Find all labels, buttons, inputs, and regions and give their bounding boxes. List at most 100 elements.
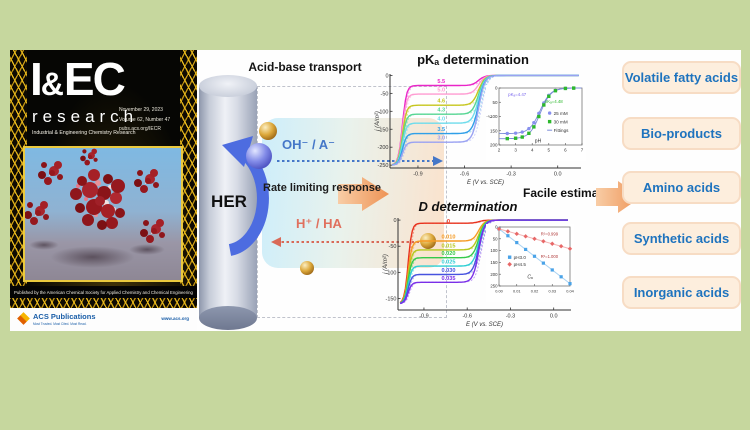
svg-text:Cₐ: Cₐ (527, 274, 533, 280)
journal-name: Industrial & Engineering Chemistry Resea… (32, 130, 136, 136)
svg-text:pKₐ=4.47: pKₐ=4.47 (508, 92, 527, 97)
molecule-cluster (35, 210, 41, 216)
molecule-cluster (145, 178, 151, 184)
svg-text:2: 2 (498, 148, 501, 153)
svg-text:4: 4 (531, 148, 534, 153)
gold-mesh-left (10, 50, 27, 308)
svg-text:R²=0.999: R²=0.999 (541, 231, 559, 236)
molecule-cluster (49, 170, 55, 176)
svg-text:0.010: 0.010 (441, 235, 455, 241)
electrode-cylinder-top (199, 75, 257, 97)
acid-box-label: Synthetic acids (633, 231, 730, 246)
svg-text:0.02: 0.02 (531, 289, 539, 294)
her-cycle-arrowhead (222, 136, 253, 167)
issue-url: pubs.acs.org/IECR (119, 126, 161, 132)
svg-text:0: 0 (385, 73, 388, 79)
acid-box-synthetic: Synthetic acids (622, 222, 741, 255)
svg-text:5.5: 5.5 (437, 79, 445, 85)
molecule-cluster (87, 154, 93, 160)
svg-text:pH: pH (535, 139, 542, 145)
svg-text:0.015: 0.015 (441, 243, 455, 249)
svg-text:3.0: 3.0 (437, 136, 445, 142)
acid-molecule-sphere (300, 261, 314, 275)
svg-text:j (A/m²): j (A/m²) (375, 111, 381, 132)
svg-text:100: 100 (490, 114, 498, 119)
cover-artwork (23, 146, 183, 282)
svg-text:0.00: 0.00 (495, 289, 503, 294)
svg-text:R²=1.000: R²=1.000 (541, 254, 559, 259)
acid-box-bioproducts: Bio-products (622, 117, 741, 150)
svg-text:5: 5 (548, 148, 551, 153)
svg-text:-0.3: -0.3 (506, 172, 515, 178)
svg-text:-200: -200 (377, 145, 388, 151)
hydroxide-anion-label: OH⁻ / A⁻ (282, 137, 335, 152)
svg-text:5.0: 5.0 (437, 88, 445, 94)
gold-mesh-band (10, 298, 197, 308)
ha-arrowhead-icon (271, 237, 281, 247)
svg-text:-150: -150 (377, 127, 388, 133)
svg-text:pH4.5: pH4.5 (514, 262, 527, 267)
svg-text:3: 3 (514, 148, 517, 153)
svg-text:100: 100 (490, 248, 498, 253)
facile-estimation-arrow (596, 181, 641, 213)
d-chart-title: D determination (418, 199, 518, 214)
schematic-arrows (222, 122, 443, 275)
svg-text:0.020: 0.020 (441, 251, 455, 257)
molecule-cluster (151, 228, 157, 234)
acid-box-volatile: Volatile fatty acids (622, 61, 741, 94)
acid-box-label: Amino acids (642, 180, 721, 195)
svg-text:0.030: 0.030 (441, 268, 455, 274)
molecule-shadow (29, 240, 59, 250)
rate-limiting-label: Rate limiting response (263, 182, 381, 194)
acid-box-label: Volatile fatty acids (624, 70, 739, 85)
svg-text:150: 150 (490, 260, 498, 265)
svg-text:4.6: 4.6 (437, 99, 445, 105)
svg-text:pKₐ=4.48: pKₐ=4.48 (545, 99, 564, 104)
svg-text:150: 150 (490, 128, 498, 133)
acid-box-amino: Amino acids (622, 171, 741, 204)
svg-text:-250: -250 (377, 163, 388, 169)
rate-response-arrow (338, 177, 389, 211)
acid-base-transport-label: Acid-base transport (248, 60, 362, 74)
gold-mesh-right (180, 50, 197, 308)
svg-text:0.0: 0.0 (554, 172, 562, 178)
svg-text:7: 7 (581, 148, 584, 153)
svg-text:-0.9: -0.9 (419, 314, 428, 320)
pka-chart-title: pKₐ determination (417, 52, 529, 67)
molecule-shadow (50, 246, 135, 268)
svg-text:0: 0 (495, 225, 498, 230)
d-lsv-chart: 0 -50 -100 -150 -0.9 -0.6 -0.3 0.0 E (V vs. SCE)… (383, 218, 571, 328)
her-label: HER (211, 192, 247, 211)
svg-text:Fittings: Fittings (554, 128, 570, 133)
svg-text:0.035: 0.035 (441, 276, 455, 282)
electrode-cylinder (199, 85, 257, 318)
svg-text:0.04: 0.04 (566, 289, 574, 294)
d-inset-chart: 0.00 0.01 0.02 0.03 0.04 0 50 100 150 200 250 R²=0.… (486, 224, 574, 302)
svg-text:200: 200 (490, 143, 498, 148)
publisher-tagline: Most Trusted. Most Cited. Most Read. (33, 322, 87, 326)
svg-text:pH3.0: pH3.0 (514, 255, 527, 260)
svg-text:-0.6: -0.6 (462, 314, 471, 320)
anion-sphere (246, 143, 272, 169)
svg-text:-150: -150 (385, 297, 396, 303)
electrode-cylinder-bottom (199, 306, 257, 330)
svg-text:0.0: 0.0 (550, 314, 558, 320)
published-by-strip: Published by the American Chemical Socie… (10, 286, 197, 298)
svg-text:0.01: 0.01 (513, 289, 521, 294)
svg-text:-0.6: -0.6 (460, 172, 469, 178)
svg-text:0.03: 0.03 (548, 289, 556, 294)
journal-cover: I&EC research Industrial & Engineering C… (10, 50, 197, 331)
svg-text:50: 50 (492, 100, 498, 105)
svg-text:200: 200 (490, 272, 498, 277)
svg-text:j (A/m²): j (A/m²) (383, 254, 389, 275)
svg-text:jₗ: jₗ (486, 115, 491, 118)
svg-text:-100: -100 (377, 109, 388, 115)
publisher-name: ACS Publications (33, 312, 96, 321)
issue-date: November 29, 2023 (119, 107, 163, 113)
svg-text:E (V vs. SCE): E (V vs. SCE) (467, 180, 504, 186)
acid-box-label: Inorganic acids (633, 285, 730, 300)
svg-text:30 mM: 30 mM (554, 119, 568, 124)
cover-footer: ACS Publications Most Trusted. Most Cite… (10, 308, 197, 331)
pka-inset-chart: 2 3 4 5 6 7 0 50 100 150 200 jₗ pH pKₐ=4.47 pKₐ=4.48 25… (486, 85, 586, 161)
